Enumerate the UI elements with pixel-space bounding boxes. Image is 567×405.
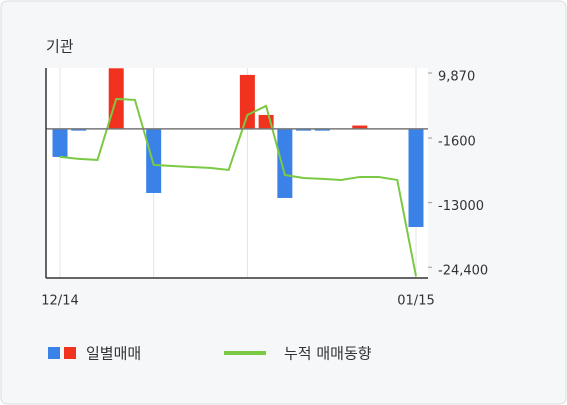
line xyxy=(59,97,417,277)
bar xyxy=(314,128,330,131)
chart-title: 기관 xyxy=(46,38,74,56)
legend-label: 누적 매매동향 xyxy=(284,345,372,363)
bar xyxy=(71,128,87,131)
y-tick-label: -1600 xyxy=(438,135,476,150)
bar xyxy=(52,128,68,157)
bar xyxy=(239,74,255,129)
bar xyxy=(408,128,424,227)
y-tick-label: -13000 xyxy=(438,199,484,214)
plot-area xyxy=(46,68,428,278)
x-tick-label: 12/14 xyxy=(41,294,78,309)
legend-swatch xyxy=(48,347,60,359)
bar xyxy=(296,128,312,131)
y-tick-label: -24,400 xyxy=(438,264,488,279)
bar xyxy=(352,125,368,129)
legend-label: 일별매매 xyxy=(86,345,141,363)
legend-swatch xyxy=(64,347,76,359)
bar xyxy=(146,128,162,193)
y-tick-label: 9,870 xyxy=(438,69,475,84)
x-tick-label: 01/15 xyxy=(397,294,434,309)
bar xyxy=(277,128,293,198)
